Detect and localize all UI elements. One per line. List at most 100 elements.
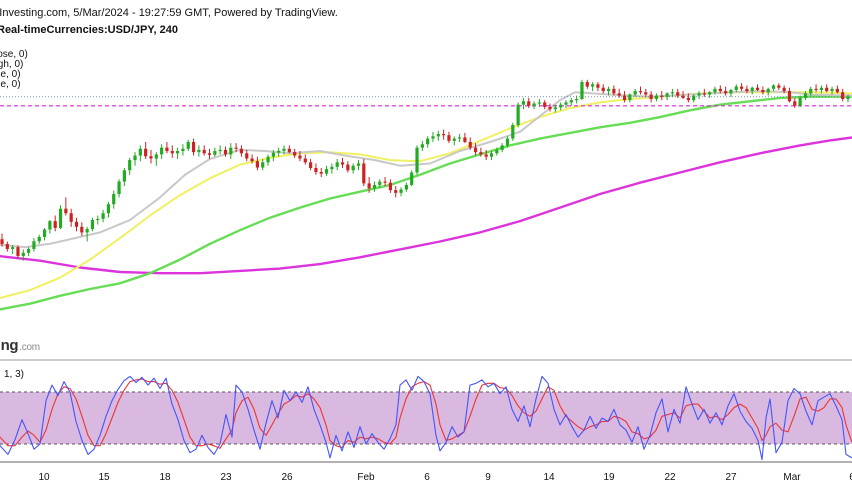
candle-body <box>692 95 696 101</box>
candle <box>181 144 185 156</box>
candle-body <box>218 149 222 152</box>
candle <box>186 139 190 152</box>
candle <box>0 233 4 247</box>
candle-body <box>5 243 9 249</box>
candle-body <box>479 152 483 155</box>
candle <box>383 177 387 187</box>
candle <box>335 158 339 171</box>
candle <box>106 201 111 218</box>
candle-body <box>670 92 675 94</box>
candle <box>718 85 722 94</box>
candle-body <box>356 163 361 166</box>
candle-body <box>27 248 31 253</box>
candle-body <box>846 96 850 100</box>
candle-body <box>362 163 366 184</box>
candle <box>207 148 212 159</box>
candle <box>69 208 73 227</box>
candle-body <box>399 189 403 193</box>
candle-body <box>277 150 281 153</box>
candle-body <box>324 169 329 174</box>
candle-body <box>569 100 573 103</box>
candle <box>745 85 749 94</box>
candle-body <box>511 125 515 139</box>
candle-body <box>138 148 142 156</box>
candle-body <box>814 88 818 90</box>
candle <box>761 86 765 95</box>
candle-body <box>80 226 84 233</box>
candle <box>739 83 744 92</box>
candle-body <box>601 87 605 92</box>
candle <box>346 161 350 173</box>
candle-body <box>739 86 744 89</box>
candle-body <box>372 184 377 189</box>
candle-body <box>617 93 621 96</box>
candle-body <box>548 106 552 110</box>
candle <box>11 244 15 254</box>
candle-body <box>575 99 579 101</box>
candle <box>340 157 345 168</box>
candle-body <box>665 93 669 97</box>
candle-body <box>463 137 467 142</box>
candle-body <box>457 137 462 139</box>
candle <box>96 215 100 225</box>
candle <box>16 245 20 259</box>
candle <box>298 151 302 162</box>
x-tick-label: 6 <box>424 472 430 483</box>
candle-body <box>431 136 435 139</box>
watermark-suffix: .com <box>19 342 40 353</box>
candle-body <box>314 167 318 173</box>
x-tick-label: 15 <box>98 472 110 483</box>
candle-body <box>793 101 797 106</box>
candle-body <box>96 218 100 221</box>
candle-body <box>207 153 212 155</box>
candle <box>521 97 526 110</box>
candle <box>814 84 818 93</box>
candle-body <box>841 92 845 100</box>
candle-body <box>383 181 387 183</box>
candle-body <box>64 208 68 214</box>
candle <box>101 209 105 223</box>
investing-watermark: ting.com <box>0 337 40 354</box>
candle-body <box>303 158 307 163</box>
candle-body <box>681 95 685 98</box>
candle <box>495 147 499 156</box>
candle <box>149 149 153 164</box>
candle <box>612 85 616 96</box>
candle <box>596 82 600 92</box>
candle <box>692 94 696 103</box>
x-tick-label: 19 <box>603 472 615 483</box>
candle-body <box>516 104 520 126</box>
candle <box>638 86 643 95</box>
candle-body <box>191 141 196 153</box>
candle <box>798 95 802 107</box>
candle-body <box>771 85 776 89</box>
candle-body <box>48 221 52 230</box>
x-tick-label: Feb <box>357 472 375 483</box>
candle-body <box>426 138 430 145</box>
candle <box>463 132 467 144</box>
candle-body <box>489 153 494 157</box>
candle-body <box>261 162 265 168</box>
candle-body <box>830 88 834 92</box>
candle-body <box>378 181 382 185</box>
candle-body <box>234 147 238 149</box>
candle-body <box>154 154 158 159</box>
candle <box>766 87 770 96</box>
x-tick-label: 27 <box>725 472 737 483</box>
candle-body <box>223 149 228 155</box>
ma-label-1: close, 0) <box>0 49 28 60</box>
candle <box>27 247 31 257</box>
candle-body <box>404 184 408 190</box>
candle-body <box>495 149 499 154</box>
candle <box>223 146 228 157</box>
candle-body <box>53 221 57 228</box>
candle-body <box>628 94 632 101</box>
candle <box>351 163 355 174</box>
candle <box>431 131 435 142</box>
moving-average-mid <box>0 91 852 300</box>
candle <box>527 97 531 109</box>
candle <box>841 88 845 102</box>
candle-body <box>702 93 706 95</box>
candle-body <box>58 208 63 228</box>
